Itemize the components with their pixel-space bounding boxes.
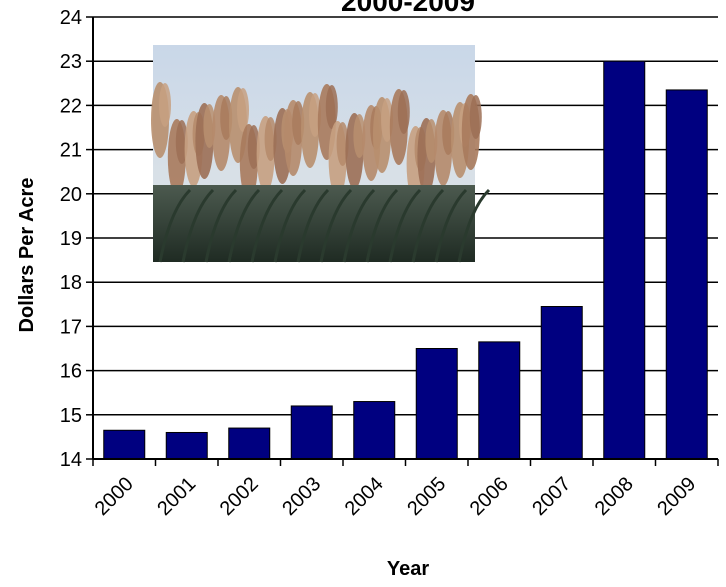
x-tick-label: 2006 xyxy=(466,473,513,520)
x-tick-label: 2000 xyxy=(91,473,138,520)
y-tick-label: 20 xyxy=(60,184,82,206)
y-tick-label: 21 xyxy=(60,140,82,162)
x-tick-label: 2003 xyxy=(278,473,325,520)
bar xyxy=(540,306,583,460)
y-tick-label: 22 xyxy=(60,95,82,117)
bar xyxy=(103,429,146,460)
chart-title: 2000-2009 xyxy=(341,0,475,17)
bar xyxy=(603,60,646,460)
y-tick-label: 14 xyxy=(60,449,82,471)
y-tick-label: 23 xyxy=(60,51,82,73)
x-tick-label: 2008 xyxy=(591,473,638,520)
y-tick-label: 24 xyxy=(60,7,82,29)
bar xyxy=(415,348,458,460)
bar xyxy=(228,427,271,460)
x-tick-label: 2002 xyxy=(216,473,263,520)
bar xyxy=(478,341,521,460)
bar xyxy=(165,431,208,460)
x-tick-label: 2009 xyxy=(653,473,700,520)
y-tick-label: 19 xyxy=(60,228,82,250)
bar xyxy=(665,89,708,460)
x-tick-label: 2007 xyxy=(528,473,575,520)
y-tick-label: 16 xyxy=(60,361,82,383)
x-tick-label: 2001 xyxy=(153,473,200,520)
bar xyxy=(353,401,396,460)
bar xyxy=(290,405,333,460)
y-tick-label: 18 xyxy=(60,272,82,294)
y-tick-label: 17 xyxy=(60,316,82,338)
x-axis-label: Year xyxy=(387,558,429,580)
x-tick-label: 2005 xyxy=(403,473,450,520)
y-tick-label: 15 xyxy=(60,405,82,427)
x-tick-label: 2004 xyxy=(341,473,388,520)
y-axis-label: Dollars Per Acre xyxy=(16,178,38,333)
sorghum-field-photo xyxy=(151,45,491,263)
